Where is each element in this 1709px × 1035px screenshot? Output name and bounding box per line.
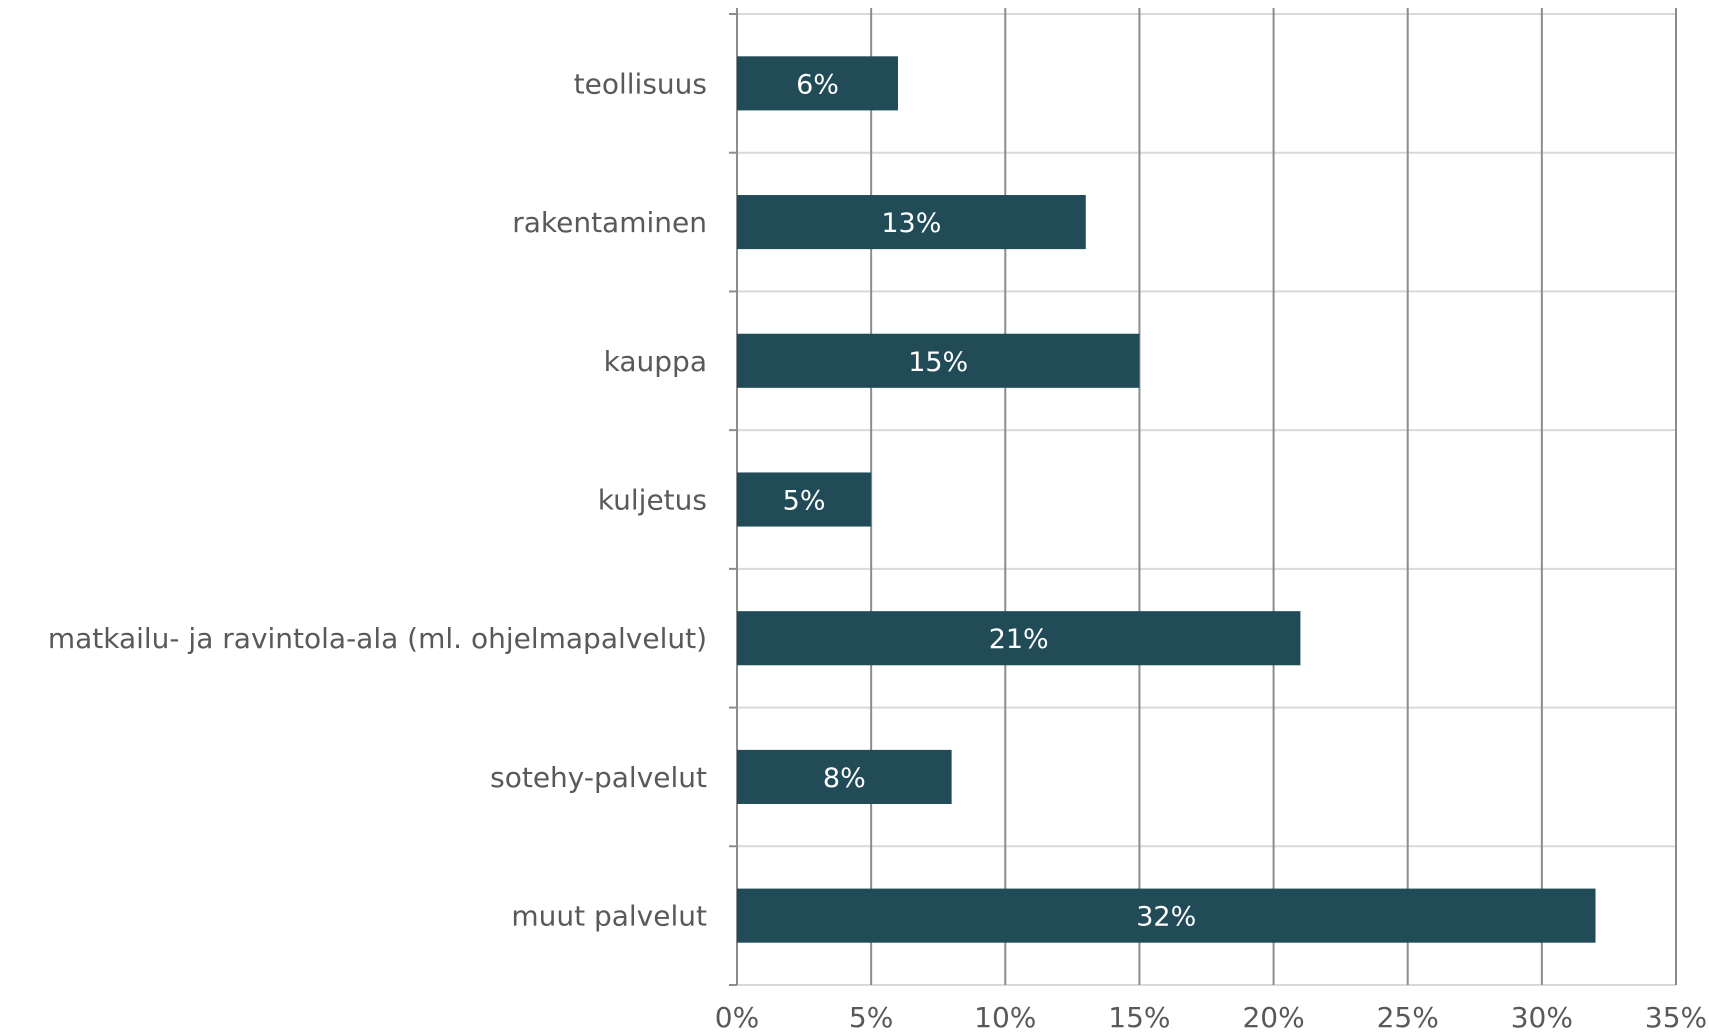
grid-lines — [729, 8, 1677, 986]
bar-data-label: 21% — [989, 624, 1049, 655]
bar — [737, 472, 872, 527]
bar-data-label: 15% — [908, 347, 968, 378]
bar-data-label: 13% — [881, 208, 941, 239]
category-label: sotehy-palvelut — [490, 761, 707, 794]
category-labels: teollisuus rakentaminen kauppa kuljetus matk… — [48, 67, 707, 932]
bar — [737, 195, 1086, 250]
bar — [737, 56, 898, 111]
category-label: kauppa — [604, 345, 707, 378]
bar-data-label: 6% — [796, 69, 839, 100]
category-label: kuljetus — [598, 484, 707, 517]
x-tick-label: 15% — [1108, 1001, 1170, 1034]
category-label: rakentaminen — [512, 206, 707, 239]
x-tick-label: 0% — [715, 1001, 759, 1034]
x-axis-tick-labels: 0% 5% 10% 15% 20% 25% 30% 35% — [715, 1001, 1707, 1034]
x-tick-label: 5% — [849, 1001, 893, 1034]
x-tick-label: 20% — [1242, 1001, 1304, 1034]
bar — [737, 749, 952, 804]
x-tick-label: 10% — [974, 1001, 1036, 1034]
bar — [737, 888, 1596, 943]
bar — [737, 611, 1301, 666]
category-label: matkailu- ja ravintola-ala (ml. ohjelmap… — [48, 622, 707, 655]
x-tick-label: 35% — [1645, 1001, 1707, 1034]
category-label: teollisuus — [574, 67, 707, 100]
bar-data-label: 32% — [1136, 902, 1196, 933]
category-label: muut palvelut — [511, 900, 707, 933]
bars: 6% 13% 15% 5% 21% 8% 32% — [737, 56, 1596, 943]
x-tick-label: 25% — [1377, 1001, 1439, 1034]
x-tick-label: 30% — [1511, 1001, 1573, 1034]
bar-data-label: 8% — [823, 763, 866, 794]
bar-data-label: 5% — [783, 486, 826, 517]
bar — [737, 333, 1140, 388]
